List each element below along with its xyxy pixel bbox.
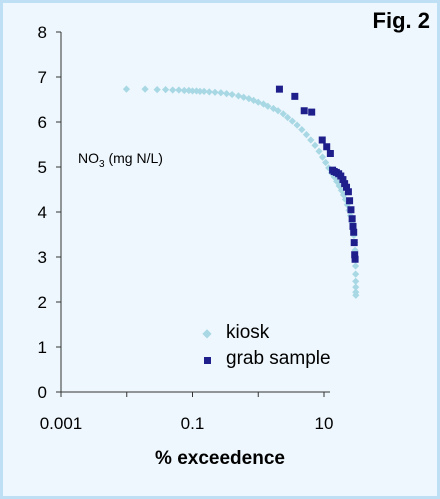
kiosk-point (196, 87, 204, 95)
y-tick-label: 1 (38, 338, 47, 357)
kiosk-point (180, 86, 188, 95)
figure-label: Fig. 2 (372, 8, 430, 33)
kiosk-point (330, 173, 338, 181)
kiosk-point (259, 100, 268, 108)
y-axis-label-subscript: 3 (99, 158, 105, 170)
kiosk-point (217, 89, 225, 97)
kiosk-point (352, 277, 360, 285)
legend: ◆ kiosk grab sample (198, 320, 331, 372)
kiosk-point (222, 90, 231, 98)
grab-sample-point (351, 251, 359, 259)
x-tick-label: 0.001 (40, 414, 83, 433)
y-tick-label: 8 (38, 23, 47, 42)
kiosk-point (269, 104, 278, 113)
grab-sample-point (300, 107, 308, 115)
data-points (122, 85, 360, 299)
legend-label-kiosk: kiosk (226, 322, 270, 343)
kiosk-point (240, 93, 248, 101)
kiosk-point (298, 126, 306, 134)
kiosk-point (122, 85, 131, 93)
kiosk-point (274, 107, 282, 115)
kiosk-point (141, 85, 149, 93)
y-axis-label: NO3 (mg N/L) (78, 150, 163, 170)
grab-sample-point (291, 92, 299, 100)
kiosk-point (343, 201, 351, 209)
kiosk-point (337, 186, 346, 194)
y-tick-label: 5 (38, 158, 47, 177)
kiosk-point (211, 88, 219, 96)
grab-sample-point (350, 239, 358, 247)
kiosk-point (307, 136, 315, 144)
kiosk-point (234, 92, 243, 100)
square-marker-icon (198, 348, 216, 370)
kiosk-point (200, 87, 208, 95)
grab-sample-point (275, 85, 283, 93)
grab-sample-point (339, 176, 347, 184)
grab-sample-point (343, 183, 351, 191)
grab-sample-point (350, 228, 358, 236)
kiosk-point (315, 147, 323, 155)
kiosk-point (318, 153, 327, 161)
kiosk-point (302, 131, 311, 139)
x-axis-title: % exceedence (155, 448, 285, 469)
kiosk-point (341, 195, 350, 203)
grab-sample-point (346, 197, 354, 205)
kiosk-point (352, 270, 360, 278)
kiosk-point (205, 88, 213, 96)
kiosk-point (335, 182, 343, 190)
kiosk-point (188, 87, 197, 95)
legend-item-grab-sample: grab sample (198, 346, 331, 372)
grab-sample-point (308, 108, 316, 116)
kiosk-point (325, 164, 333, 172)
kiosk-point (293, 121, 301, 129)
grab-sample-point (337, 172, 345, 180)
grab-sample-point (351, 255, 359, 263)
kiosk-point (162, 86, 170, 94)
kiosk-point (322, 158, 330, 167)
y-axis-label-main: NO (78, 150, 99, 166)
kiosk-point (185, 86, 193, 95)
kiosk-point (169, 86, 177, 94)
grab-sample-point (344, 188, 352, 196)
y-axis-label-units: (mg N/L) (104, 150, 163, 166)
grab-sample-point (318, 136, 326, 144)
legend-label-grab-sample: grab sample (226, 348, 331, 369)
y-tick-label: 3 (38, 248, 47, 267)
x-tick-label: 10 (315, 414, 334, 433)
kiosk-point (352, 283, 360, 291)
kiosk-point (284, 113, 292, 122)
kiosk-point (175, 86, 183, 94)
y-tick-label: 0 (38, 383, 47, 402)
kiosk-point (153, 86, 161, 94)
kiosk-point (351, 262, 360, 270)
y-tick-label: 2 (38, 293, 47, 312)
legend-item-kiosk: ◆ kiosk (198, 320, 331, 346)
kiosk-point (352, 291, 360, 299)
grab-sample-point (326, 150, 334, 157)
grab-sample-point (323, 143, 331, 151)
kiosk-point (311, 141, 319, 149)
grab-sample-point (349, 222, 357, 230)
axes: 0 1 2 3 4 5 6 7 8 0.001 0.1 10 (38, 23, 334, 433)
kiosk-point (279, 110, 287, 118)
y-tick-label: 6 (38, 113, 47, 132)
grab-sample-point (348, 215, 356, 223)
kiosk-point (264, 102, 272, 110)
diamond-marker-icon: ◆ (202, 326, 212, 340)
kiosk-point (228, 90, 236, 99)
grab-sample-point (341, 180, 349, 188)
x-tick-label: 0.1 (181, 414, 205, 433)
y-tick-label: 7 (38, 68, 47, 87)
y-tick-label: 4 (38, 203, 47, 222)
grab-sample-point (347, 206, 355, 214)
kiosk-point (288, 117, 296, 125)
